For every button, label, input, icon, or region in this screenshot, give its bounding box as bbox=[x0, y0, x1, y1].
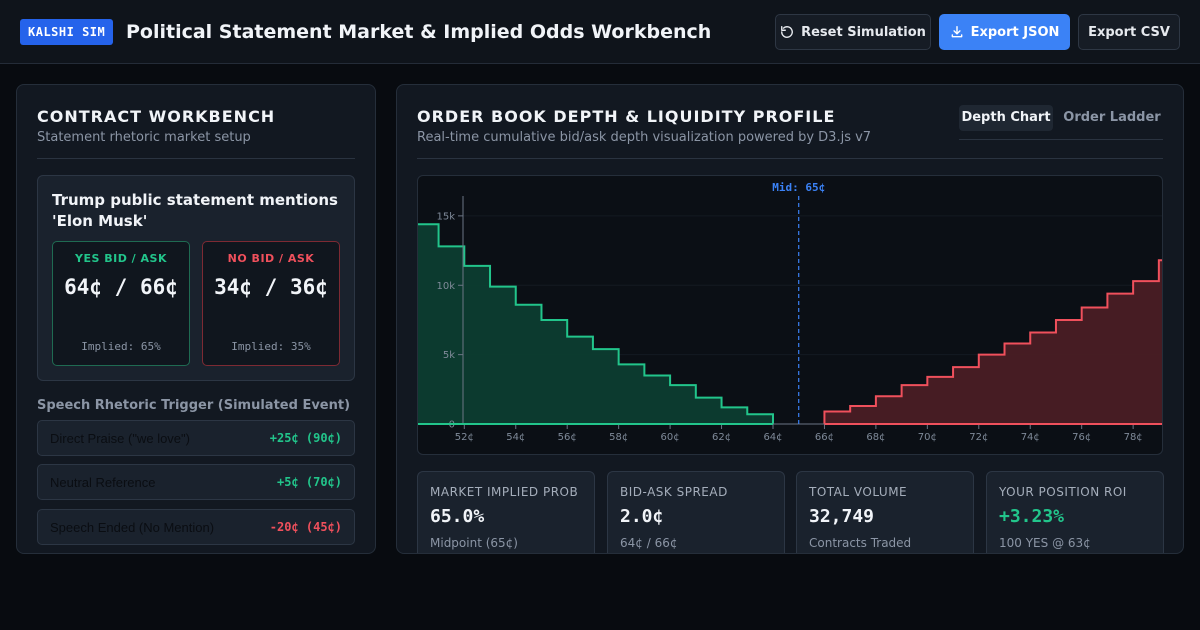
stat-bid-ask-spread: BID-ASK SPREAD 2.0¢ 64¢ / 66¢ bbox=[607, 471, 785, 553]
order-book-panel: ORDER BOOK DEPTH & LIQUIDITY PROFILE Rea… bbox=[396, 84, 1184, 554]
app-title: Political Statement Market & Implied Odd… bbox=[126, 21, 712, 43]
bid-depth-line bbox=[418, 223, 774, 424]
reset-simulation-button[interactable]: Reset Simulation bbox=[775, 14, 931, 50]
tab-depth-chart[interactable]: Depth Chart bbox=[959, 105, 1053, 131]
brand-badge: KALSHI SIM bbox=[20, 19, 114, 45]
trigger-speech-ended-button[interactable]: Speech Ended (No Mention) -20¢ (45¢) bbox=[37, 509, 355, 545]
trigger-neutral-reference-button[interactable]: Neutral Reference +5¢ (70¢) bbox=[37, 464, 355, 500]
x-tick-label: 62¢ bbox=[712, 432, 731, 443]
no-implied: Implied: 35% bbox=[231, 340, 311, 353]
x-tick-label: 58¢ bbox=[609, 432, 628, 443]
workbench-subtitle: Statement rhetoric market setup bbox=[37, 130, 251, 145]
stat-implied-prob: MARKET IMPLIED PROB 65.0% Midpoint (65¢) bbox=[417, 471, 595, 553]
midpoint-label: Mid: 65¢ bbox=[772, 181, 825, 194]
no-price-label: NO BID / ASK bbox=[227, 252, 315, 265]
x-tick-label: 60¢ bbox=[661, 432, 680, 443]
download-icon bbox=[950, 25, 964, 39]
stat-label: MARKET IMPLIED PROB bbox=[430, 485, 579, 499]
yes-price-label: YES BID / ASK bbox=[75, 252, 167, 265]
trigger-direct-praise-button[interactable]: Direct Praise ("we love") +25¢ (90¢) bbox=[37, 420, 355, 456]
stat-value: 32,749 bbox=[809, 506, 875, 527]
export-json-label: Export JSON bbox=[970, 24, 1060, 40]
workbench-title: CONTRACT WORKBENCH bbox=[37, 107, 276, 126]
contract-card[interactable]: Trump public statement mentions 'Elon Mu… bbox=[37, 175, 355, 381]
orderbook-title: ORDER BOOK DEPTH & LIQUIDITY PROFILE bbox=[417, 107, 836, 126]
stat-position-roi: YOUR POSITION ROI +3.23% 100 YES @ 63¢ bbox=[986, 471, 1164, 553]
export-csv-button[interactable]: Export CSV bbox=[1078, 14, 1180, 50]
trigger-heading: Speech Rhetoric Trigger (Simulated Event… bbox=[37, 398, 351, 413]
export-csv-label: Export CSV bbox=[1088, 24, 1170, 40]
x-tick-label: 68¢ bbox=[866, 432, 885, 443]
workbench-divider bbox=[37, 158, 355, 159]
stat-foot: Midpoint (65¢) bbox=[430, 536, 518, 550]
stat-foot: 100 YES @ 63¢ bbox=[999, 536, 1091, 550]
contract-workbench-panel: CONTRACT WORKBENCH Statement rhetoric ma… bbox=[16, 84, 376, 554]
y-tick-label: 15k bbox=[436, 211, 455, 222]
trigger-label: Neutral Reference bbox=[50, 475, 156, 490]
yes-price-value: 64¢ / 66¢ bbox=[64, 275, 178, 299]
x-tick-label: 66¢ bbox=[815, 432, 834, 443]
trigger-delta: +5¢ (70¢) bbox=[276, 475, 342, 489]
no-price-value: 34¢ / 36¢ bbox=[214, 275, 328, 299]
bid-depth-area bbox=[418, 224, 773, 424]
chart-view-tabs: Depth Chart Order Ladder bbox=[959, 105, 1163, 140]
stat-value: 2.0¢ bbox=[620, 506, 664, 527]
x-tick-label: 74¢ bbox=[1021, 432, 1040, 443]
yes-price-box[interactable]: YES BID / ASK 64¢ / 66¢ Implied: 65% bbox=[52, 241, 190, 366]
reset-simulation-label: Reset Simulation bbox=[801, 24, 926, 40]
trigger-label: Direct Praise ("we love") bbox=[50, 431, 190, 446]
x-tick-label: 72¢ bbox=[969, 432, 988, 443]
depth-chart-svg: 05k10k15k 52¢54¢56¢58¢60¢62¢64¢66¢68¢70¢… bbox=[418, 181, 1162, 443]
stat-foot: 64¢ / 66¢ bbox=[620, 536, 678, 550]
y-tick-label: 10k bbox=[436, 281, 455, 292]
trigger-delta: +25¢ (90¢) bbox=[269, 431, 342, 445]
contract-title: Trump public statement mentions 'Elon Mu… bbox=[52, 191, 338, 230]
refresh-icon bbox=[780, 25, 794, 39]
depth-chart[interactable]: 05k10k15k 52¢54¢56¢58¢60¢62¢64¢66¢68¢70¢… bbox=[417, 175, 1163, 455]
x-tick-label: 64¢ bbox=[763, 432, 782, 443]
x-tick-label: 70¢ bbox=[918, 432, 937, 443]
x-tick-label: 54¢ bbox=[506, 432, 525, 443]
stat-total-volume: TOTAL VOLUME 32,749 Contracts Traded bbox=[796, 471, 974, 553]
ask-depth-area bbox=[824, 260, 1162, 424]
yes-implied: Implied: 65% bbox=[81, 340, 161, 353]
y-tick-label: 5k bbox=[443, 350, 455, 361]
stat-label: YOUR POSITION ROI bbox=[999, 485, 1127, 499]
stat-foot: Contracts Traded bbox=[809, 536, 912, 550]
export-json-button[interactable]: Export JSON bbox=[939, 14, 1070, 50]
x-tick-label: 78¢ bbox=[1124, 432, 1143, 443]
no-price-box[interactable]: NO BID / ASK 34¢ / 36¢ Implied: 35% bbox=[202, 241, 340, 366]
stat-label: BID-ASK SPREAD bbox=[620, 485, 728, 499]
tab-order-ladder[interactable]: Order Ladder bbox=[1063, 110, 1161, 125]
trigger-label: Speech Ended (No Mention) bbox=[50, 520, 215, 535]
stat-label: TOTAL VOLUME bbox=[809, 485, 908, 499]
orderbook-divider bbox=[417, 158, 1163, 159]
orderbook-subtitle: Real-time cumulative bid/ask depth visua… bbox=[417, 130, 872, 145]
x-tick-label: 52¢ bbox=[455, 432, 474, 443]
x-tick-label: 76¢ bbox=[1072, 432, 1091, 443]
x-tick-label: 56¢ bbox=[558, 432, 577, 443]
top-bar: KALSHI SIM Political Statement Market & … bbox=[0, 0, 1200, 64]
ask-depth-line bbox=[823, 259, 1162, 424]
trigger-delta: -20¢ (45¢) bbox=[269, 520, 342, 534]
stat-value: +3.23% bbox=[999, 506, 1065, 527]
stat-value: 65.0% bbox=[430, 506, 485, 527]
